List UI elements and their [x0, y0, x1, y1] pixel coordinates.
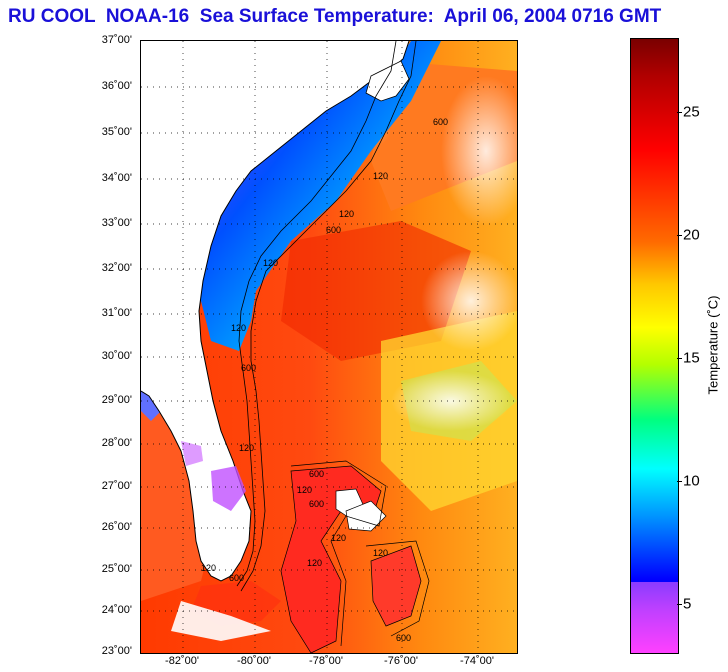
colorbar-tick [677, 604, 682, 605]
colorbar [630, 38, 679, 654]
colorbar-tick [677, 358, 682, 359]
contour-label: 120 [339, 209, 354, 219]
bahamas-bank [370, 545, 422, 627]
inland-water [211, 466, 246, 511]
contour-label: 600 [241, 363, 256, 373]
lat-label: 37˚00' [101, 34, 132, 46]
colorbar-tick [677, 112, 682, 113]
page-title: RU COOL NOAA-16 Sea Surface Temperature:… [8, 6, 662, 27]
contour-label: 120 [373, 171, 388, 181]
cloud [441, 76, 517, 226]
warm-core [281, 221, 471, 361]
contour-bahamas [290, 460, 387, 647]
graticule [141, 41, 517, 653]
lon-label: -74˚00' [460, 655, 494, 667]
contour-label: 120 [231, 323, 246, 333]
contour-label: 120 [331, 533, 346, 543]
coastline [141, 41, 410, 582]
contour-label: 600 [433, 117, 448, 127]
pamlico-sound [365, 60, 410, 102]
lat-label: 29˚00' [101, 394, 132, 406]
lat-label: 35˚00' [101, 126, 132, 138]
contour-label: 120 [263, 258, 278, 268]
contour-label: 120 [307, 558, 322, 568]
colorbar-tick [677, 481, 682, 482]
contour-bahamas [365, 540, 430, 637]
sst-map: 600 120 120 600 120 120 600 120 600 120 … [140, 40, 518, 654]
keys-white [171, 601, 271, 641]
lat-label: 28˚00' [101, 437, 132, 449]
contour-label: 120 [297, 485, 312, 495]
contour-label: 120 [201, 563, 216, 573]
colorbar-title: Temperature (˚C) [705, 295, 721, 395]
inland-water [181, 441, 203, 466]
colorbar-tick [677, 235, 682, 236]
contour-label: 600 [326, 225, 341, 235]
lon-label: -78˚00' [309, 655, 343, 667]
lat-label: 30˚00' [101, 350, 132, 362]
contour-label: 120 [373, 548, 388, 558]
lat-label: 31˚00' [101, 307, 132, 319]
contour-label: 600 [396, 633, 411, 643]
contour-label: 600 [229, 573, 244, 583]
lat-label: 24˚00' [101, 604, 132, 616]
gulf-water [141, 361, 211, 601]
cloud [421, 251, 517, 351]
colorbar-low-band [631, 582, 678, 653]
contour-label: 600 [309, 469, 324, 479]
cloud [391, 371, 511, 431]
lat-label: 25˚00' [101, 563, 132, 575]
contour-label: 600 [309, 499, 324, 509]
colorbar-label: 15 [683, 349, 700, 367]
lat-label: 33˚00' [101, 217, 132, 229]
lat-label: 23˚00' [101, 645, 132, 657]
shelf-water [201, 41, 441, 351]
contour-600 [240, 41, 417, 592]
contour-120 [236, 41, 397, 587]
colorbar-label: 20 [683, 226, 700, 244]
bahamas-island [345, 500, 387, 532]
lon-label: -80˚00' [237, 655, 271, 667]
lat-label: 36˚00' [101, 80, 132, 92]
lat-label: 32˚00' [101, 262, 132, 274]
lat-label: 27˚00' [101, 480, 132, 492]
lon-label: -76˚00' [384, 655, 418, 667]
lon-label: -82˚00' [165, 655, 199, 667]
colorbar-label: 10 [683, 472, 700, 490]
colorbar-label: 5 [683, 595, 692, 613]
sst-map-canvas: 600 120 120 600 120 120 600 120 600 120 … [141, 41, 517, 653]
contour-label: 120 [239, 443, 254, 453]
lat-label: 26˚00' [101, 521, 132, 533]
colorbar-label: 25 [683, 103, 700, 121]
land-area [141, 41, 409, 581]
lat-label: 34˚00' [101, 172, 132, 184]
